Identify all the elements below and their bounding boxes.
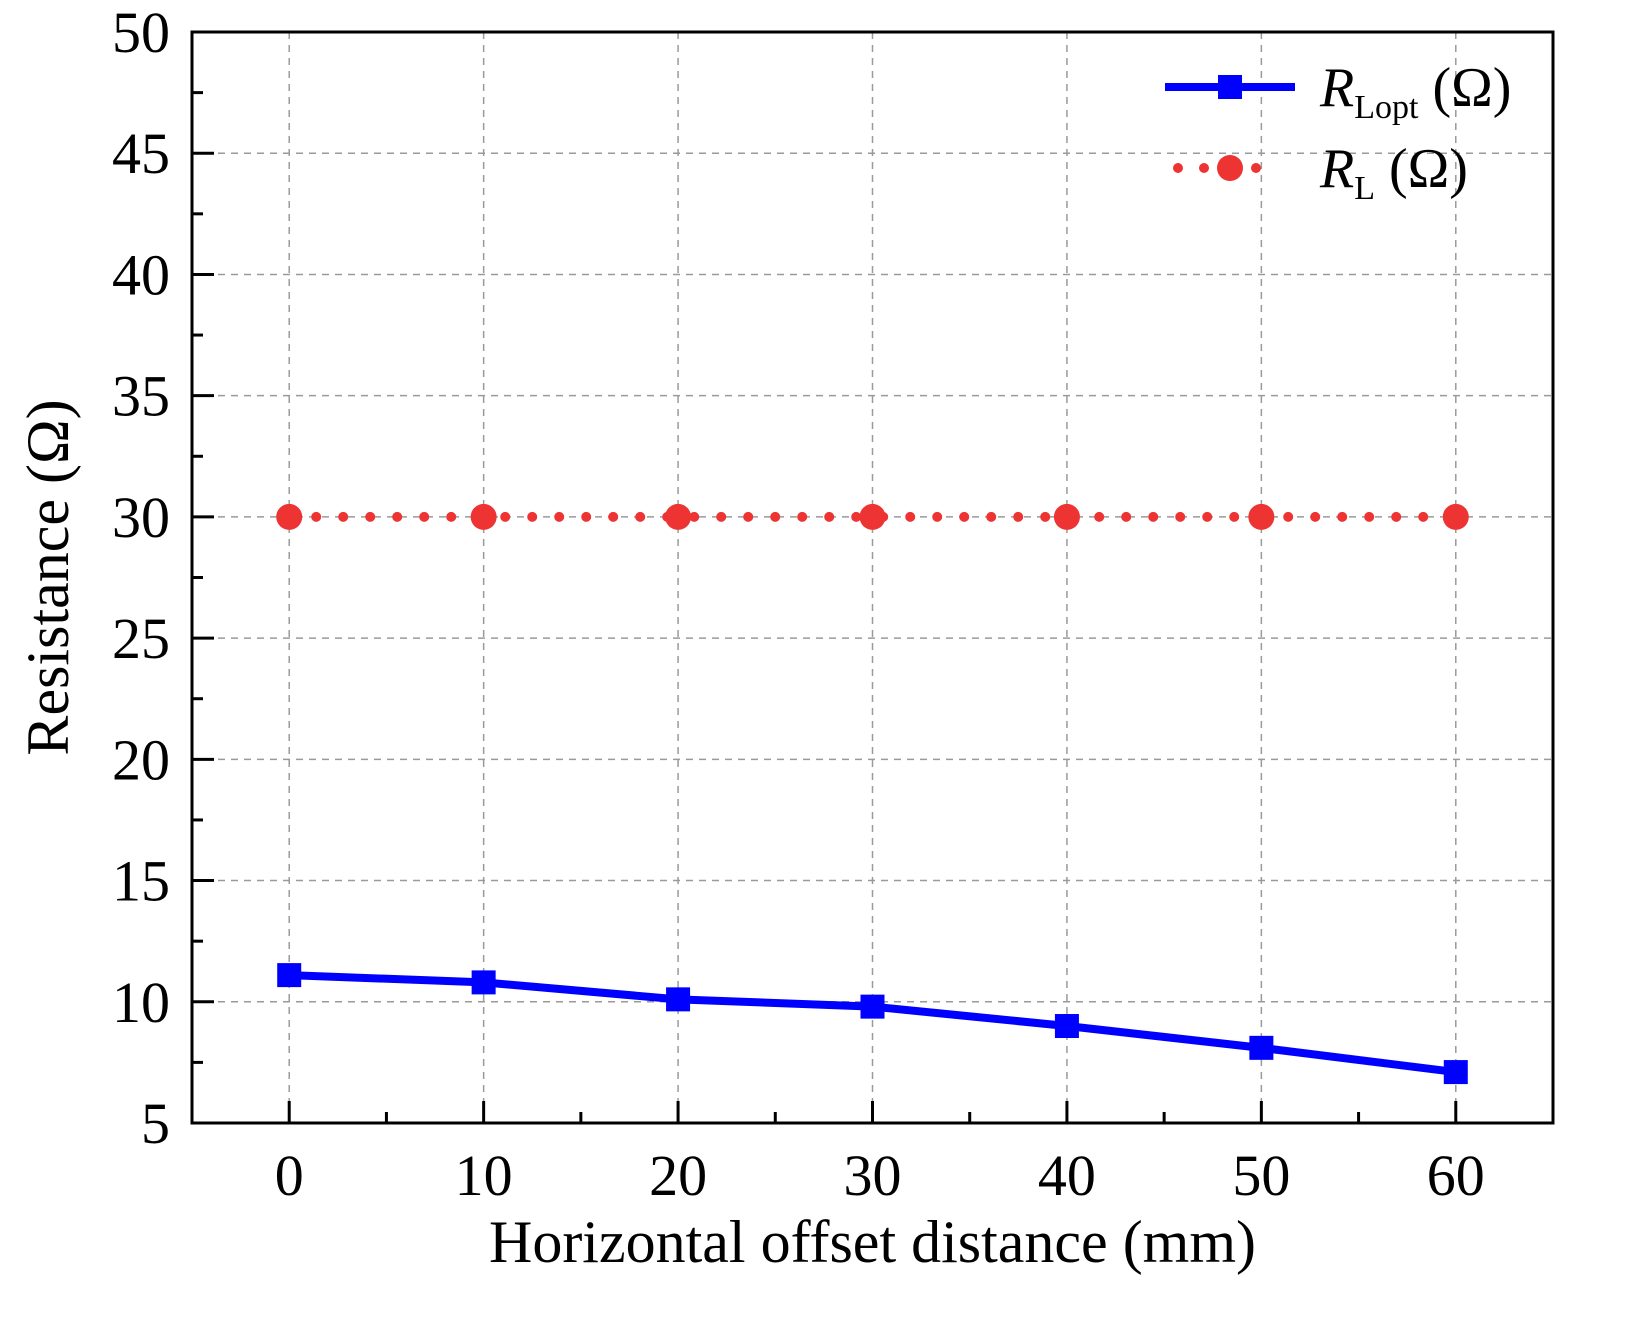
data-point-rlopt bbox=[277, 963, 302, 988]
x-tick-label: 20 bbox=[649, 1143, 707, 1208]
y-tick-label: 30 bbox=[112, 485, 170, 550]
data-point-rlopt bbox=[860, 994, 885, 1019]
y-tick-label: 35 bbox=[112, 364, 170, 429]
legend-label-rlopt: RLopt (Ω) bbox=[1319, 57, 1511, 126]
y-tick-label: 10 bbox=[112, 970, 170, 1035]
legend-label-rl: RL (Ω) bbox=[1319, 138, 1468, 207]
data-point-rl bbox=[276, 503, 303, 530]
data-point-rl bbox=[1053, 503, 1080, 530]
legend-marker-rlopt bbox=[1218, 75, 1242, 99]
x-tick-label: 0 bbox=[275, 1143, 304, 1208]
data-point-rl bbox=[1248, 503, 1275, 530]
data-point-rl bbox=[1442, 503, 1469, 530]
legend: RLopt (Ω) RL (Ω) bbox=[1165, 57, 1511, 207]
x-tick-label: 60 bbox=[1427, 1143, 1485, 1208]
y-tick-label: 20 bbox=[112, 727, 170, 792]
y-tick-label: 25 bbox=[112, 606, 170, 671]
data-point-rl bbox=[470, 503, 497, 530]
legend-marker-rl bbox=[1217, 155, 1243, 181]
series-layer bbox=[276, 503, 1469, 1085]
x-tick-label: 40 bbox=[1038, 1143, 1096, 1208]
data-point-rl bbox=[859, 503, 886, 530]
data-point-rlopt bbox=[1054, 1014, 1079, 1039]
axis-ticks bbox=[192, 30, 1458, 1125]
y-tick-label: 15 bbox=[112, 849, 170, 914]
y-tick-label: 5 bbox=[141, 1091, 170, 1156]
data-point-rlopt bbox=[471, 970, 496, 995]
data-point-rlopt bbox=[666, 987, 691, 1012]
data-point-rlopt bbox=[1249, 1035, 1274, 1060]
y-tick-label: 40 bbox=[112, 242, 170, 307]
data-point-rl bbox=[665, 503, 692, 530]
x-tick-label: 50 bbox=[1232, 1143, 1290, 1208]
data-point-rlopt bbox=[1443, 1060, 1468, 1085]
y-tick-label: 50 bbox=[112, 0, 170, 65]
x-axis-title: Horizontal offset distance (mm) bbox=[489, 1209, 1256, 1275]
y-axis-title: Resistance (Ω) bbox=[15, 399, 81, 755]
y-tick-label: 45 bbox=[112, 121, 170, 186]
tick-labels: 0 10 20 30 40 50 60 5 10 15 20 25 30 35 40 45 50 bbox=[112, 0, 1485, 1208]
x-tick-label: 10 bbox=[455, 1143, 513, 1208]
x-tick-label: 30 bbox=[844, 1143, 902, 1208]
